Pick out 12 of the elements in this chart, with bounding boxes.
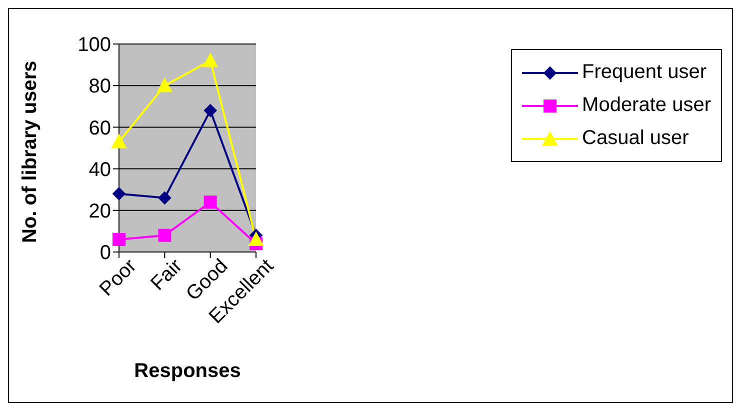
x-tick-label: Fair: [146, 254, 187, 295]
x-axis-title: Responses: [134, 360, 241, 382]
y-tick-label: 40: [88, 158, 111, 181]
y-tick-label: 0: [100, 242, 111, 264]
y-tick-label: 20: [88, 200, 111, 222]
legend-label: Moderate user: [582, 94, 711, 117]
y-tick-label: 100: [78, 34, 111, 56]
y-axis-title: No. of library users: [19, 60, 42, 243]
legend-label: Casual user: [582, 127, 689, 150]
y-tick-label: 60: [88, 117, 111, 140]
legend-label: Frequent user: [582, 61, 707, 84]
y-tick-label: 80: [88, 76, 111, 98]
